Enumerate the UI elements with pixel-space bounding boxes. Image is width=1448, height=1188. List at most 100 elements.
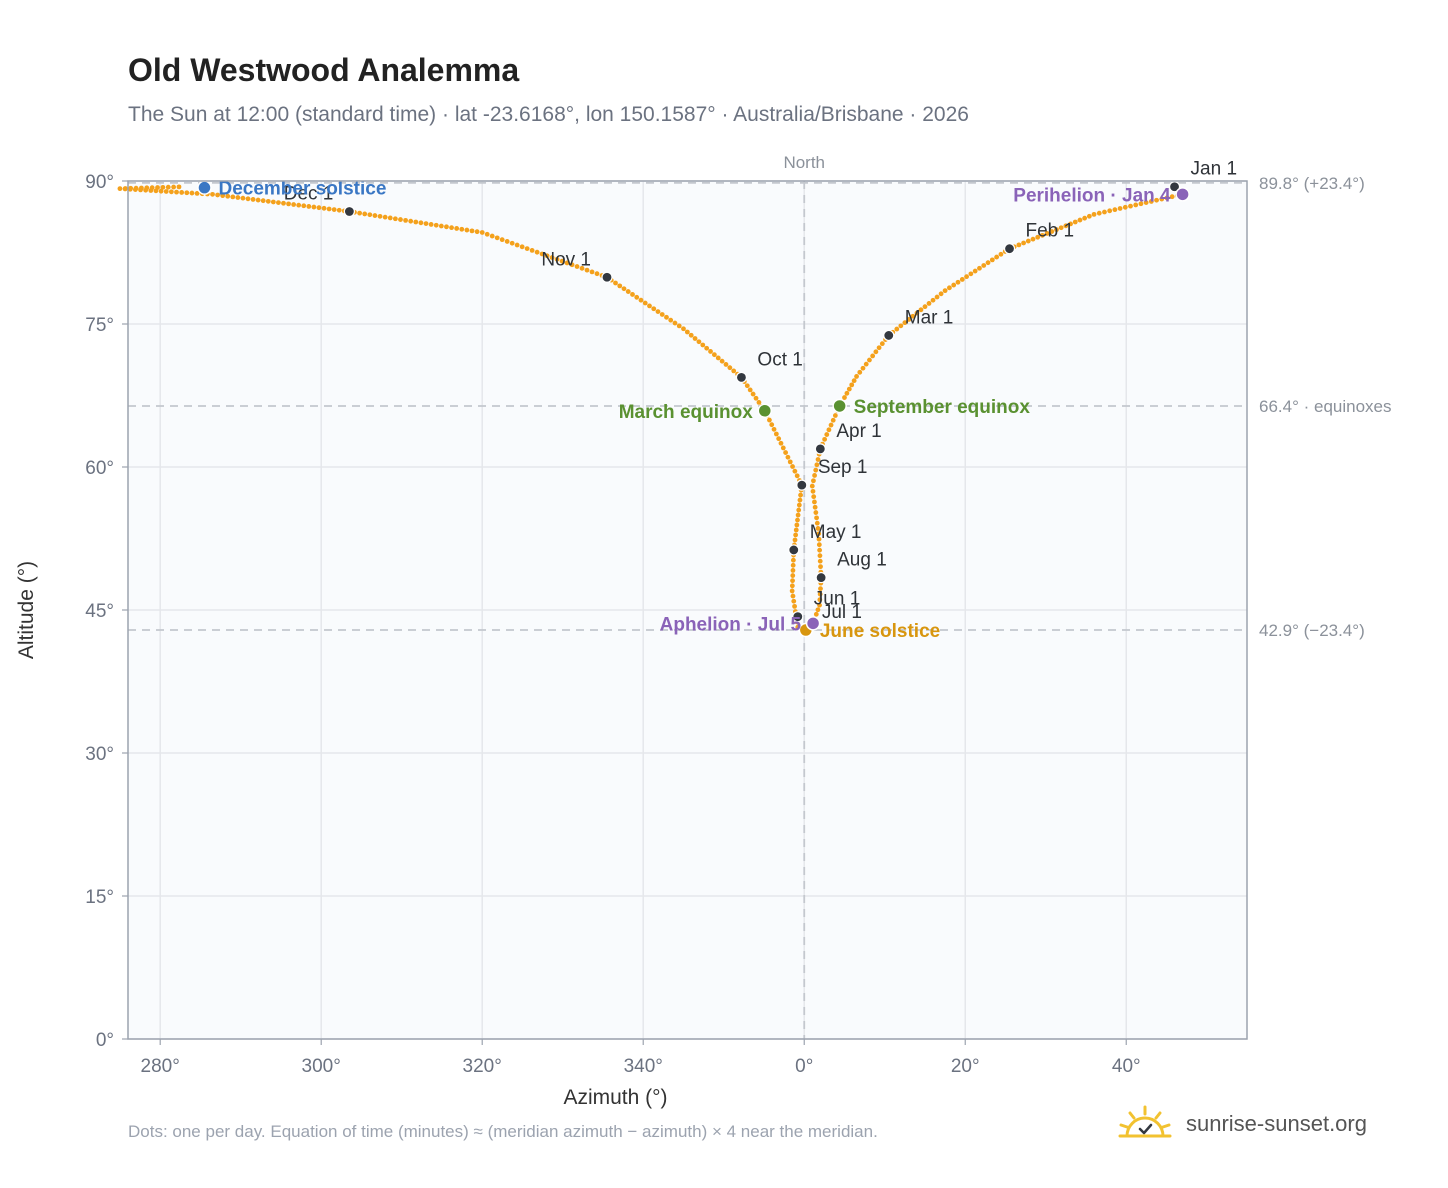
- daily-dot: [630, 292, 635, 297]
- daily-dot: [715, 355, 721, 361]
- month-marker: [796, 479, 808, 491]
- daily-dot: [870, 353, 876, 359]
- month-label: Jun 1: [814, 589, 860, 610]
- daily-dot: [815, 607, 821, 613]
- daily-dot: [798, 492, 803, 498]
- month-label: Jan 1: [1191, 159, 1237, 180]
- daily-dot: [286, 201, 291, 207]
- x-tick-label: 340°: [624, 1056, 663, 1077]
- daily-dot: [1016, 242, 1022, 248]
- daily-dot: [403, 217, 408, 223]
- daily-dot: [922, 304, 928, 310]
- y-axis-label: Altitude (°): [15, 561, 38, 659]
- daily-dot: [816, 542, 822, 548]
- month-marker: [601, 271, 613, 283]
- daily-dot: [377, 213, 383, 219]
- daily-dot: [964, 274, 969, 280]
- daily-dot: [594, 271, 600, 277]
- month-marker: [1003, 243, 1016, 255]
- daily-dot: [771, 426, 777, 432]
- daily-dot: [225, 193, 231, 199]
- daily-dot: [174, 189, 179, 195]
- daily-dot: [791, 598, 797, 604]
- daily-dot: [818, 564, 823, 570]
- daily-dot: [792, 468, 798, 474]
- month-label: Feb 1: [1026, 221, 1075, 242]
- daily-dot: [276, 200, 281, 206]
- daily-dot: [955, 279, 961, 285]
- daily-dot: [711, 352, 717, 358]
- daily-dot: [220, 193, 226, 199]
- daily-dot: [265, 198, 271, 204]
- daily-dot: [810, 488, 816, 494]
- x-tick-label: 280°: [141, 1056, 180, 1077]
- daily-dot: [1122, 204, 1128, 210]
- daily-dot: [428, 222, 434, 227]
- daily-dot: [321, 205, 327, 211]
- daily-dot: [1049, 229, 1055, 234]
- daily-dot: [423, 221, 429, 227]
- daily-dot: [1021, 240, 1027, 246]
- daily-dot: [255, 197, 261, 203]
- daily-dot: [873, 349, 879, 355]
- y-tick-label: 45°: [85, 601, 114, 622]
- y-tick-label: 30°: [85, 744, 114, 765]
- daily-dot: [830, 417, 836, 423]
- daily-dot: [529, 248, 535, 253]
- daily-dot: [696, 339, 702, 345]
- daily-dot: [942, 288, 948, 294]
- daily-dot: [926, 301, 932, 306]
- daily-dot: [659, 312, 665, 317]
- event-marker: [197, 180, 212, 195]
- brand[interactable]: sunrise-sunset.org: [1118, 1100, 1367, 1148]
- daily-dot: [947, 285, 952, 291]
- daily-dot: [454, 226, 460, 231]
- daily-dot: [459, 226, 465, 232]
- month-label: May 1: [810, 522, 862, 543]
- daily-dot: [392, 216, 398, 222]
- event-label: Aphelion · Jul 5: [660, 614, 802, 635]
- month-label: Sep 1: [818, 457, 868, 478]
- daily-dot: [790, 568, 796, 573]
- sun-logo-icon: [1118, 1105, 1172, 1138]
- x-tick-label: 0°: [795, 1056, 813, 1077]
- daily-dot: [634, 294, 640, 300]
- daily-dot: [708, 349, 713, 354]
- daily-dot: [613, 280, 618, 286]
- month-label: Nov 1: [541, 249, 591, 270]
- daily-dot: [306, 204, 312, 209]
- daily-dot: [584, 267, 590, 273]
- daily-dot: [809, 483, 815, 489]
- month-label: Dec 1: [284, 184, 334, 205]
- daily-dot: [794, 522, 800, 528]
- daily-dot: [311, 204, 317, 210]
- event-label: June solstice: [820, 621, 940, 642]
- daily-dot: [149, 185, 155, 191]
- daily-dot: [1102, 209, 1107, 215]
- daily-dot: [617, 283, 623, 289]
- daily-dot: [813, 467, 819, 473]
- daily-dot: [469, 228, 475, 234]
- daily-dot: [750, 391, 756, 397]
- daily-dot: [642, 300, 648, 306]
- daily-dot: [816, 531, 822, 537]
- x-tick-label: 20°: [951, 1056, 980, 1077]
- daily-dot: [1117, 206, 1123, 211]
- daily-dot: [1112, 207, 1118, 213]
- daily-dot: [514, 242, 520, 248]
- x-axis-label: Azimuth (°): [563, 1086, 667, 1109]
- x-tick-label: 40°: [1112, 1056, 1141, 1077]
- month-label: Aug 1: [837, 550, 887, 571]
- daily-dot: [316, 205, 322, 211]
- daily-dot: [387, 215, 393, 221]
- daily-dot: [382, 214, 388, 220]
- daily-dot: [795, 517, 800, 523]
- daily-dot: [163, 189, 169, 194]
- daily-dot: [814, 515, 819, 521]
- x-tick-label: 320°: [463, 1056, 502, 1077]
- daily-dot: [879, 341, 885, 347]
- daily-dot: [778, 440, 784, 446]
- daily-dot: [767, 417, 772, 423]
- month-marker: [815, 571, 827, 584]
- daily-dot: [816, 536, 822, 542]
